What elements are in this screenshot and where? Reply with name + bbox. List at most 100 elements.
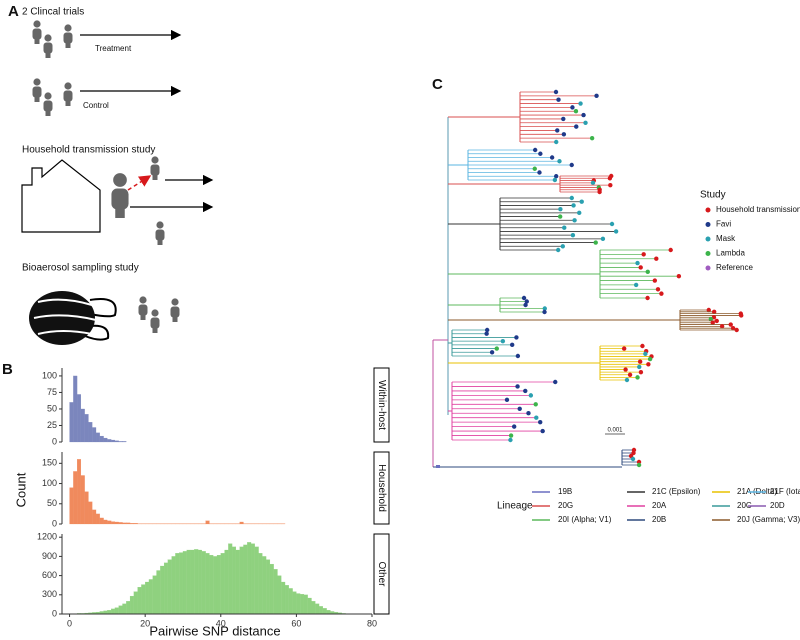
person-head xyxy=(171,298,179,306)
tip xyxy=(652,278,658,283)
bar xyxy=(175,553,180,615)
bar xyxy=(277,575,282,615)
bar xyxy=(284,585,289,615)
tip xyxy=(562,225,567,230)
bar xyxy=(77,459,82,525)
tip xyxy=(708,316,714,322)
bar xyxy=(232,546,237,615)
bar xyxy=(243,544,248,615)
y-tick-label: 50 xyxy=(47,498,57,508)
person-legs xyxy=(45,51,51,58)
tip xyxy=(654,256,659,261)
tip xyxy=(552,177,558,183)
bar xyxy=(254,546,259,615)
bar xyxy=(107,520,112,525)
bar xyxy=(311,601,316,615)
x-tick-label: 20 xyxy=(140,618,150,628)
bar xyxy=(133,591,138,615)
phylogenetic-tree xyxy=(432,89,744,468)
tip xyxy=(730,325,736,331)
tip xyxy=(706,307,711,313)
tip xyxy=(577,210,582,216)
tip xyxy=(597,189,602,195)
tip xyxy=(533,402,538,407)
tip xyxy=(514,335,519,340)
bar xyxy=(205,520,210,525)
bar xyxy=(322,608,327,615)
tip xyxy=(638,265,643,270)
bar xyxy=(224,549,229,615)
tip xyxy=(569,195,574,201)
person-head xyxy=(33,78,41,86)
y-tick-label: 100 xyxy=(42,478,57,488)
bar xyxy=(80,408,85,443)
tip xyxy=(509,342,515,348)
person-legs xyxy=(34,37,40,44)
tip xyxy=(526,411,531,416)
bar xyxy=(69,402,74,443)
bar xyxy=(114,607,119,615)
tip xyxy=(574,124,579,129)
tip xyxy=(500,338,506,344)
tip xyxy=(489,350,495,355)
tip xyxy=(558,206,563,212)
tip xyxy=(557,159,562,164)
bar xyxy=(326,610,331,615)
bar xyxy=(262,556,267,615)
bar xyxy=(69,487,74,525)
bar xyxy=(209,555,214,615)
bar xyxy=(133,523,138,525)
branch xyxy=(436,465,440,468)
bar xyxy=(118,441,123,443)
tip xyxy=(719,324,725,329)
tip xyxy=(581,112,586,118)
bar xyxy=(156,570,161,615)
bar xyxy=(88,422,93,443)
tip xyxy=(560,244,565,249)
tip xyxy=(484,331,489,336)
bar xyxy=(220,553,225,615)
legend-label: 20I (Alpha; V1) xyxy=(558,515,612,524)
bar xyxy=(111,608,116,615)
people-icons xyxy=(32,20,180,333)
bar xyxy=(99,517,104,525)
bar xyxy=(122,441,127,443)
tip xyxy=(534,415,539,420)
tip xyxy=(570,105,575,110)
bar xyxy=(99,435,104,443)
bar xyxy=(145,581,150,615)
bar xyxy=(315,603,320,615)
tip xyxy=(607,176,613,181)
person-body xyxy=(138,304,148,316)
bar xyxy=(167,559,172,615)
tip xyxy=(640,343,645,349)
tip xyxy=(572,218,577,223)
bar xyxy=(129,523,134,525)
bar xyxy=(288,588,293,615)
tip xyxy=(659,291,664,296)
bar xyxy=(201,551,206,615)
tip xyxy=(676,273,682,279)
x-tick-label: 80 xyxy=(367,618,377,628)
bar xyxy=(160,565,165,615)
bar xyxy=(126,601,131,615)
tip xyxy=(504,397,510,403)
person-head xyxy=(64,82,72,90)
tip xyxy=(646,362,651,367)
x-axis-label: Pairwise SNP distance xyxy=(149,623,280,638)
tip xyxy=(636,462,642,468)
bar xyxy=(84,491,89,525)
tip xyxy=(714,318,719,324)
bar xyxy=(84,414,89,443)
legend-label: 20J (Gamma; V3) xyxy=(737,515,800,524)
bar xyxy=(95,432,100,443)
bar xyxy=(129,595,134,615)
section-title: 2 Clincal trials xyxy=(22,7,84,18)
bar xyxy=(141,584,146,615)
bar xyxy=(103,437,108,443)
tip xyxy=(508,433,514,438)
person-legs xyxy=(65,41,71,48)
legend-dot xyxy=(705,207,711,213)
section-title: Bioaerosol sampling study xyxy=(22,263,139,274)
tip xyxy=(645,295,650,301)
